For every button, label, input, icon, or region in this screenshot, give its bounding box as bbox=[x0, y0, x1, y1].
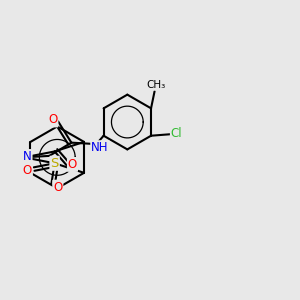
Text: S: S bbox=[50, 157, 59, 170]
Text: O: O bbox=[23, 164, 32, 177]
Text: O: O bbox=[48, 113, 58, 127]
Text: NH: NH bbox=[91, 141, 109, 154]
Text: Cl: Cl bbox=[171, 127, 182, 140]
Text: O: O bbox=[68, 158, 77, 171]
Text: N: N bbox=[23, 150, 32, 163]
Text: O: O bbox=[53, 181, 62, 194]
Text: CH₃: CH₃ bbox=[146, 80, 166, 90]
